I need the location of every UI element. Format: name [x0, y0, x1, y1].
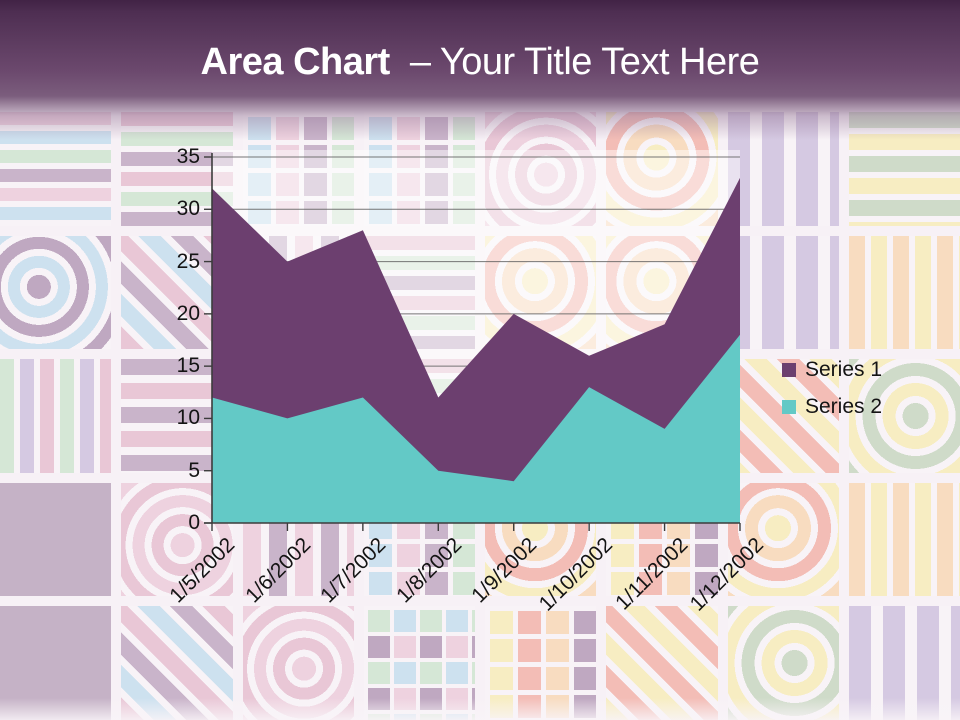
quilt-tile	[848, 235, 960, 350]
slide-title: Area Chart – Your Title Text Here	[0, 40, 960, 84]
legend-item-series2: Series 2	[782, 395, 882, 419]
y-tick-label: 15	[176, 354, 200, 378]
quilt-tile	[848, 359, 960, 473]
series2-label: Series 2	[805, 395, 883, 418]
chart-legend: Series 1 Series 2	[782, 358, 882, 419]
series1-label: Series 1	[805, 358, 883, 381]
y-tick-label: 30	[176, 197, 200, 221]
y-tick-label: 35	[176, 145, 200, 168]
y-tick-label: 0	[188, 511, 200, 534]
y-tick-label: 5	[188, 458, 200, 482]
y-tick-label: 20	[176, 301, 200, 325]
quilt-tile	[848, 482, 960, 597]
slide-title-topic: Area Chart	[200, 41, 391, 83]
quilt-tile	[727, 482, 839, 597]
series1-swatch-icon	[782, 363, 796, 377]
series2-swatch-icon	[782, 400, 796, 414]
bottom-fade	[0, 698, 960, 720]
quilt-tile	[0, 482, 112, 597]
quilt-tile	[727, 235, 839, 350]
quilt-tile	[0, 359, 112, 473]
legend-item-series1: Series 1	[782, 358, 882, 382]
quilt-tile	[0, 235, 112, 350]
quilt-tile	[727, 359, 839, 473]
series2-area	[212, 334, 740, 523]
slide-header-band: Area Chart – Your Title Text Here	[0, 0, 960, 140]
slide-title-subtitle: – Your Title Text Here	[409, 41, 760, 83]
y-tick-label: 25	[176, 249, 200, 273]
y-tick-label: 10	[176, 406, 200, 430]
